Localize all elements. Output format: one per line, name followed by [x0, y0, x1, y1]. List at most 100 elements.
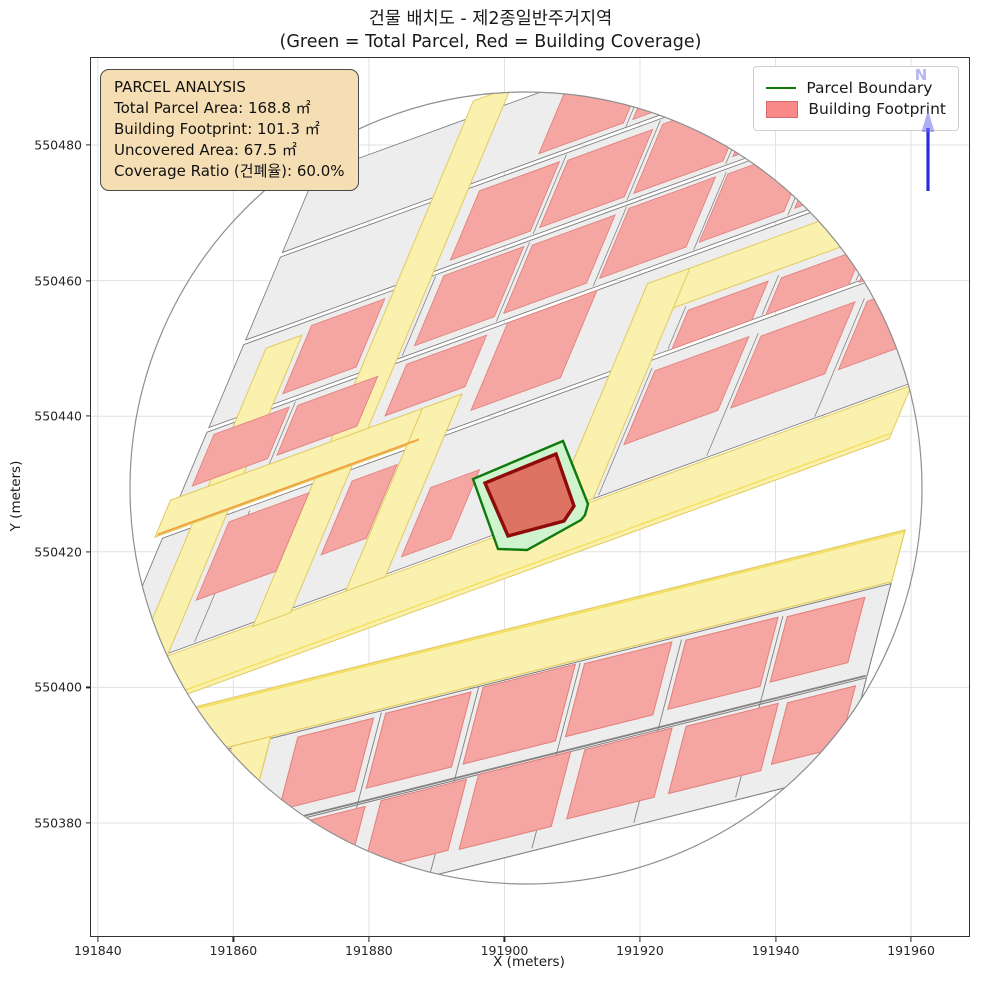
x-tick-mark: [639, 937, 641, 942]
parcel-boundary-line: [256, 674, 866, 828]
building: [667, 702, 780, 795]
road: [130, 529, 906, 791]
y-tick-label: 550420: [34, 544, 82, 560]
y-tick-label: 550440: [34, 408, 82, 424]
parcel-boundary-line: [814, 298, 865, 417]
parcel-boundary-line: [693, 172, 727, 250]
parcel-boundary-line: [495, 241, 531, 322]
y-tick-label: 550480: [34, 137, 82, 153]
parcel-boundary-line: [706, 333, 759, 456]
building: [538, 92, 652, 155]
building: [320, 463, 399, 556]
road-centerline: [130, 432, 891, 729]
parcel-boundary-line: [401, 276, 437, 356]
x-tick-label: 191920: [616, 943, 664, 958]
building: [191, 406, 291, 487]
parcel-analysis-title: PARCEL ANALYSIS: [114, 78, 246, 96]
x-tick-label: 191840: [73, 943, 122, 958]
plot-area: PARCEL ANALYSIS Total Parcel Area: 168.8…: [34, 57, 970, 958]
x-tick-mark: [97, 937, 99, 942]
buffer-circle-outline: [129, 91, 923, 885]
building: [858, 215, 922, 284]
building: [667, 616, 779, 711]
y-tick-mark: [85, 280, 90, 282]
legend-item-label: Building Footprint: [808, 100, 946, 118]
building: [413, 245, 525, 347]
y-tick-mark: [85, 551, 90, 553]
building: [769, 596, 866, 683]
parcel-boundary-line: [625, 92, 659, 127]
chart-title: 건물 배치도 - 제2종일반주거지역 (Green = Total Parcel…: [0, 8, 981, 54]
chart-title-line2: (Green = Total Parcel, Red = Building Co…: [279, 32, 702, 52]
parcel-boundary-line: [626, 120, 661, 200]
road-edge-accent: [157, 438, 420, 536]
building: [400, 469, 481, 558]
building: [632, 92, 750, 121]
legend-item-label: Parcel Boundary: [806, 79, 933, 97]
x-tick-mark: [774, 937, 777, 942]
y-tick-label: 550400: [34, 679, 82, 695]
building: [275, 805, 366, 884]
building: [566, 727, 673, 820]
legend: Parcel Boundary Building Footprint: [753, 66, 959, 131]
parcel-analysis-line: Building Footprint: 101.3 ㎡: [114, 120, 320, 138]
parcel-analysis-line: Coverage Ratio (건폐율): 60.0%: [114, 162, 345, 180]
building: [671, 280, 769, 350]
x-axis-label: X (meters): [493, 954, 565, 970]
y-tick-mark: [85, 144, 90, 146]
parcel-analysis-line: Total Parcel Area: 168.8 ㎡: [114, 99, 311, 117]
building: [361, 778, 468, 873]
y-tick-mark: [85, 686, 90, 688]
map-svg: [91, 58, 969, 936]
building: [538, 128, 654, 229]
y-tick-mark: [85, 415, 90, 417]
x-tick-label: 191940: [751, 943, 800, 958]
x-tick-label: 191860: [209, 943, 258, 958]
building: [449, 161, 561, 261]
parcel-analysis-box: PARCEL ANALYSIS Total Parcel Area: 168.8…: [100, 69, 359, 191]
parcel-boundary-line: [667, 306, 687, 349]
building: [470, 289, 598, 412]
legend-line-swatch: [766, 87, 797, 89]
building: [278, 717, 375, 811]
road: [174, 735, 272, 884]
target-building-footprint: [482, 451, 576, 539]
x-tick-label: 191880: [345, 943, 393, 958]
y-axis-label: Y (meters): [8, 460, 24, 532]
building: [195, 491, 310, 601]
city-block-group: [130, 529, 906, 884]
road: [251, 92, 512, 628]
chart-title-line1: 건물 배치도 - 제2종일반주거지역: [368, 9, 613, 29]
x-tick-mark: [232, 937, 234, 942]
road-centerline: [130, 530, 905, 741]
parcel-boundary-line: [532, 154, 567, 235]
legend-item: Building Footprint: [766, 100, 946, 118]
building: [564, 641, 673, 738]
building: [730, 301, 856, 409]
y-tick-label: 550460: [34, 273, 82, 289]
parcel-boundary-line: [787, 139, 820, 216]
x-tick-label: 191960: [887, 943, 935, 958]
parcel-boundary-line: [725, 58, 756, 91]
building: [598, 176, 717, 280]
building: [623, 335, 750, 446]
building: [502, 214, 616, 315]
building: [462, 663, 577, 765]
building: [365, 691, 472, 789]
x-tick-mark: [503, 937, 506, 942]
x-tick-label: 191900: [480, 943, 529, 958]
building: [282, 297, 386, 395]
legend-patch-swatch: [766, 100, 799, 118]
building: [458, 750, 572, 851]
parcel-boundary-line: [855, 243, 872, 281]
road: [344, 393, 463, 592]
building: [276, 375, 379, 456]
parcel-boundary-line: [598, 367, 653, 496]
legend-item: Parcel Boundary: [766, 79, 946, 97]
building: [384, 334, 488, 417]
y-tick-label: 550380: [34, 815, 82, 831]
parcel-boundary-line: [761, 274, 780, 315]
parcel-boundary-line: [592, 206, 627, 287]
x-tick-mark: [368, 937, 370, 942]
